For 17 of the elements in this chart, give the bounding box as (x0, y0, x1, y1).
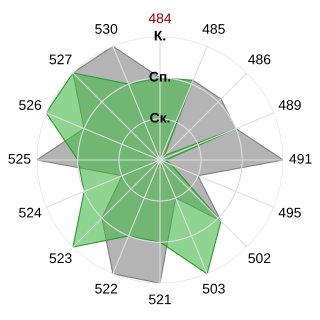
spoke-label: 523 (50, 253, 72, 264)
spoke-label: 526 (19, 100, 42, 110)
spoke-label: 530 (95, 24, 118, 34)
spoke-label: 491 (289, 154, 312, 164)
spoke-label: 502 (248, 253, 270, 264)
y-tick-label: К. (154, 30, 166, 40)
spoke-label: 485 (202, 24, 225, 34)
spoke-label: 525 (8, 154, 30, 164)
spoke-label: 489 (278, 100, 301, 110)
spoke-label: 503 (202, 284, 225, 294)
spoke-label: 495 (278, 208, 301, 218)
spoke-label: 527 (50, 54, 72, 64)
spoke-label: 521 (148, 294, 171, 304)
spoke-label: 486 (248, 54, 270, 64)
spoke-label: 484 (148, 13, 172, 24)
spoke-label: 522 (95, 284, 118, 294)
spoke-label: 524 (19, 208, 42, 218)
